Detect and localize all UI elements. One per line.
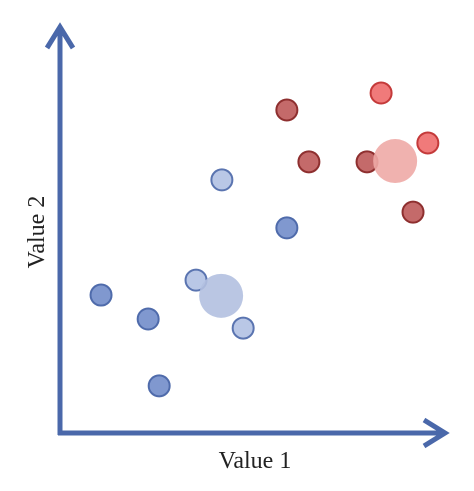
centroid [373, 139, 418, 184]
data-point [136, 307, 160, 331]
data-point [231, 316, 255, 340]
y-axis-arrow [44, 22, 76, 50]
data-point [147, 374, 171, 398]
data-point [416, 131, 440, 155]
data-point [401, 200, 425, 224]
x-axis-label: Value 1 [219, 448, 292, 474]
x-axis-arrow [422, 417, 450, 449]
data-point [275, 216, 299, 240]
data-point [275, 98, 299, 122]
centroid [199, 273, 244, 318]
data-point [210, 168, 234, 192]
data-point [369, 81, 393, 105]
data-point [89, 283, 113, 307]
y-axis-label: Value 2 [24, 196, 50, 269]
data-point [297, 150, 321, 174]
